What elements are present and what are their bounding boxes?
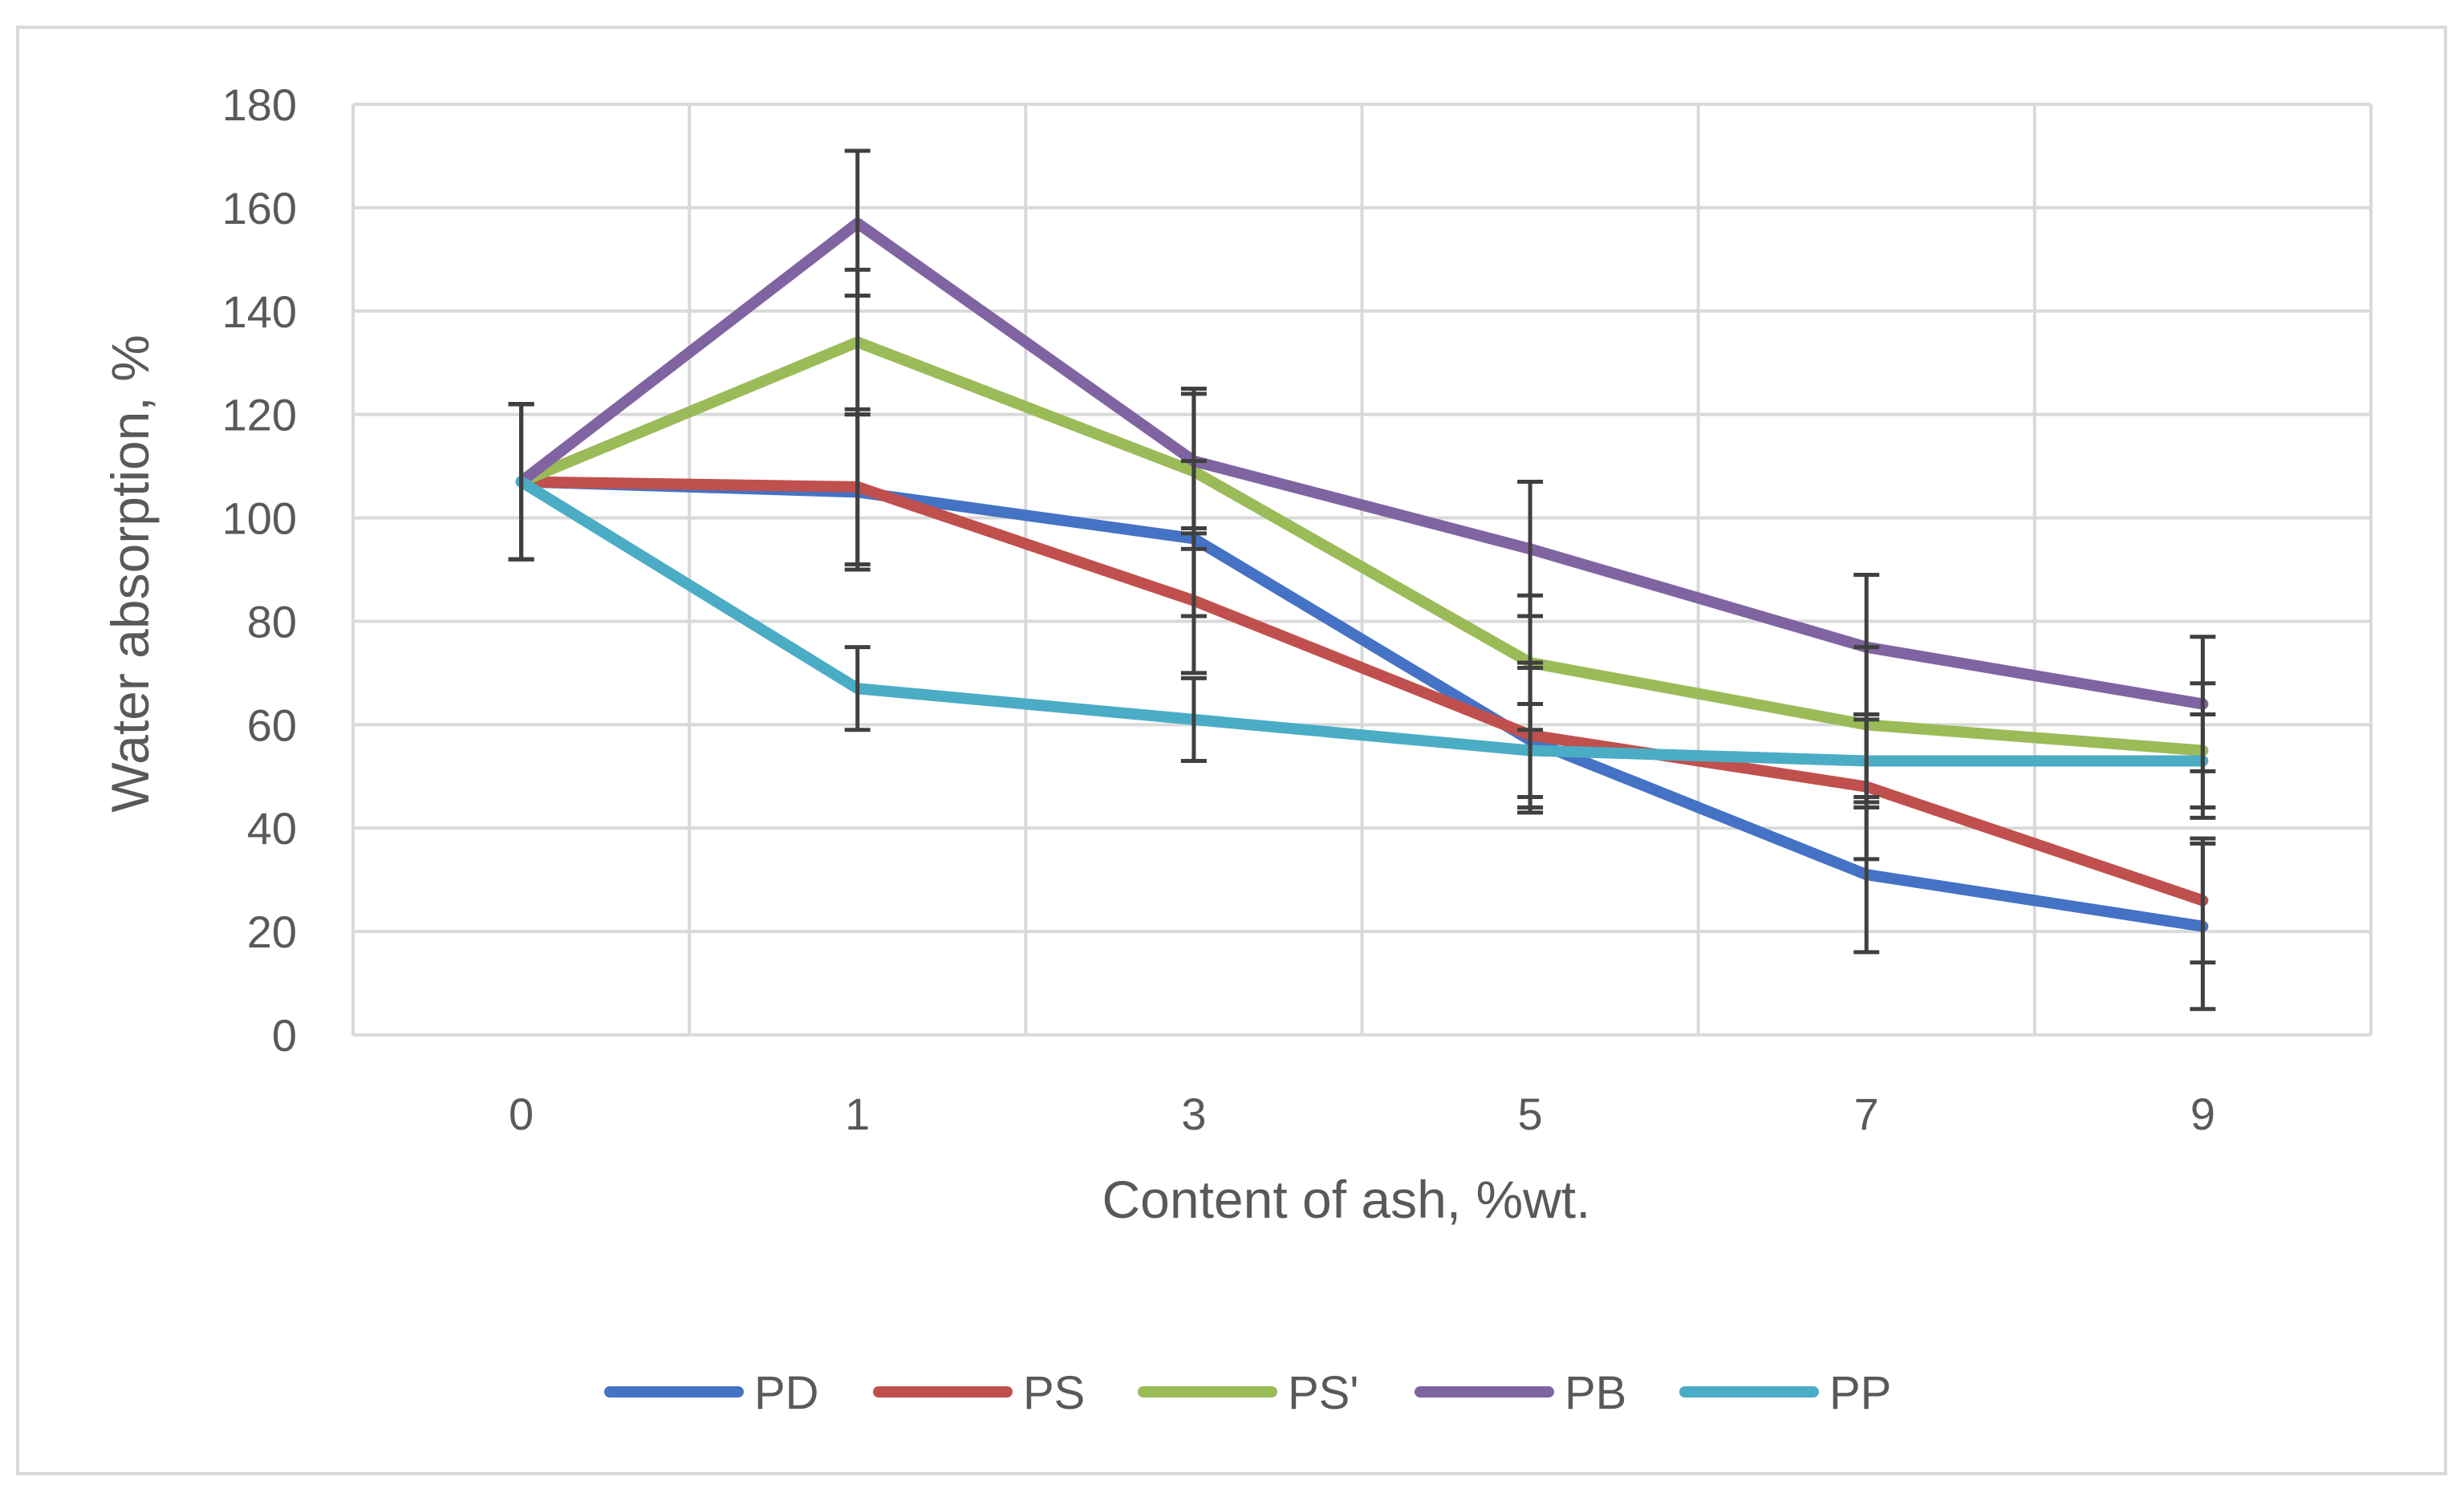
x-axis-ticks: 0 1 3 5 7 9 xyxy=(509,1089,2215,1139)
error-bar xyxy=(844,645,871,732)
legend-item-pd: PD xyxy=(604,1367,819,1419)
y-tick-label: 120 xyxy=(222,390,297,440)
series-line-ps xyxy=(515,476,2209,907)
y-tick-label: 0 xyxy=(272,1010,297,1061)
legend-item-ps-: PS' xyxy=(1138,1367,1358,1419)
series-line-ps- xyxy=(515,336,2209,757)
error-bar xyxy=(844,148,871,298)
error-bars-layer xyxy=(508,148,2216,1012)
legend-label: PP xyxy=(1829,1367,1891,1419)
error-bar xyxy=(1517,479,1544,619)
y-tick-label: 100 xyxy=(222,493,297,544)
series-line-pp xyxy=(515,476,2209,767)
x-axis-title: Content of ash, %wt. xyxy=(1102,1170,1591,1229)
legend-label: PS xyxy=(1023,1367,1085,1419)
error-bar xyxy=(1180,675,1207,763)
error-bar xyxy=(1180,386,1207,536)
y-axis-title: Water absorption, % xyxy=(100,335,160,812)
legend-label: PS' xyxy=(1288,1367,1358,1419)
error-bar xyxy=(2190,712,2216,809)
legend-item-pb: PB xyxy=(1415,1367,1626,1419)
x-tick-label: 0 xyxy=(509,1089,534,1139)
x-tick-label: 3 xyxy=(1181,1089,1206,1139)
y-tick-label: 160 xyxy=(222,183,297,233)
y-tick-label: 40 xyxy=(247,803,297,854)
legend-item-pp: PP xyxy=(1679,1367,1891,1419)
x-tick-label: 1 xyxy=(845,1089,870,1139)
y-tick-label: 20 xyxy=(247,907,297,957)
chart-border xyxy=(16,26,2447,1475)
x-tick-label: 5 xyxy=(1518,1089,1543,1139)
y-tick-label: 140 xyxy=(222,286,297,337)
y-tick-label: 180 xyxy=(222,79,297,130)
error-bar xyxy=(2190,836,2216,965)
legend-label: PD xyxy=(754,1367,819,1419)
legend-label: PB xyxy=(1565,1367,1626,1419)
y-tick-label: 60 xyxy=(247,700,297,750)
error-bar xyxy=(1853,712,1880,809)
x-tick-label: 9 xyxy=(2190,1089,2215,1139)
x-tick-label: 7 xyxy=(1854,1089,1879,1139)
series-line-pb xyxy=(515,217,2209,710)
y-axis-ticks: 0 20 40 60 80 100 120 140 160 180 xyxy=(222,79,297,1061)
legend: PD PS PS' PB PP xyxy=(604,1367,1891,1419)
error-bar xyxy=(508,402,534,562)
legend-item-ps: PS xyxy=(873,1367,1085,1419)
series-layer xyxy=(515,217,2209,932)
y-tick-label: 80 xyxy=(247,596,297,647)
error-bar xyxy=(1517,702,1544,800)
